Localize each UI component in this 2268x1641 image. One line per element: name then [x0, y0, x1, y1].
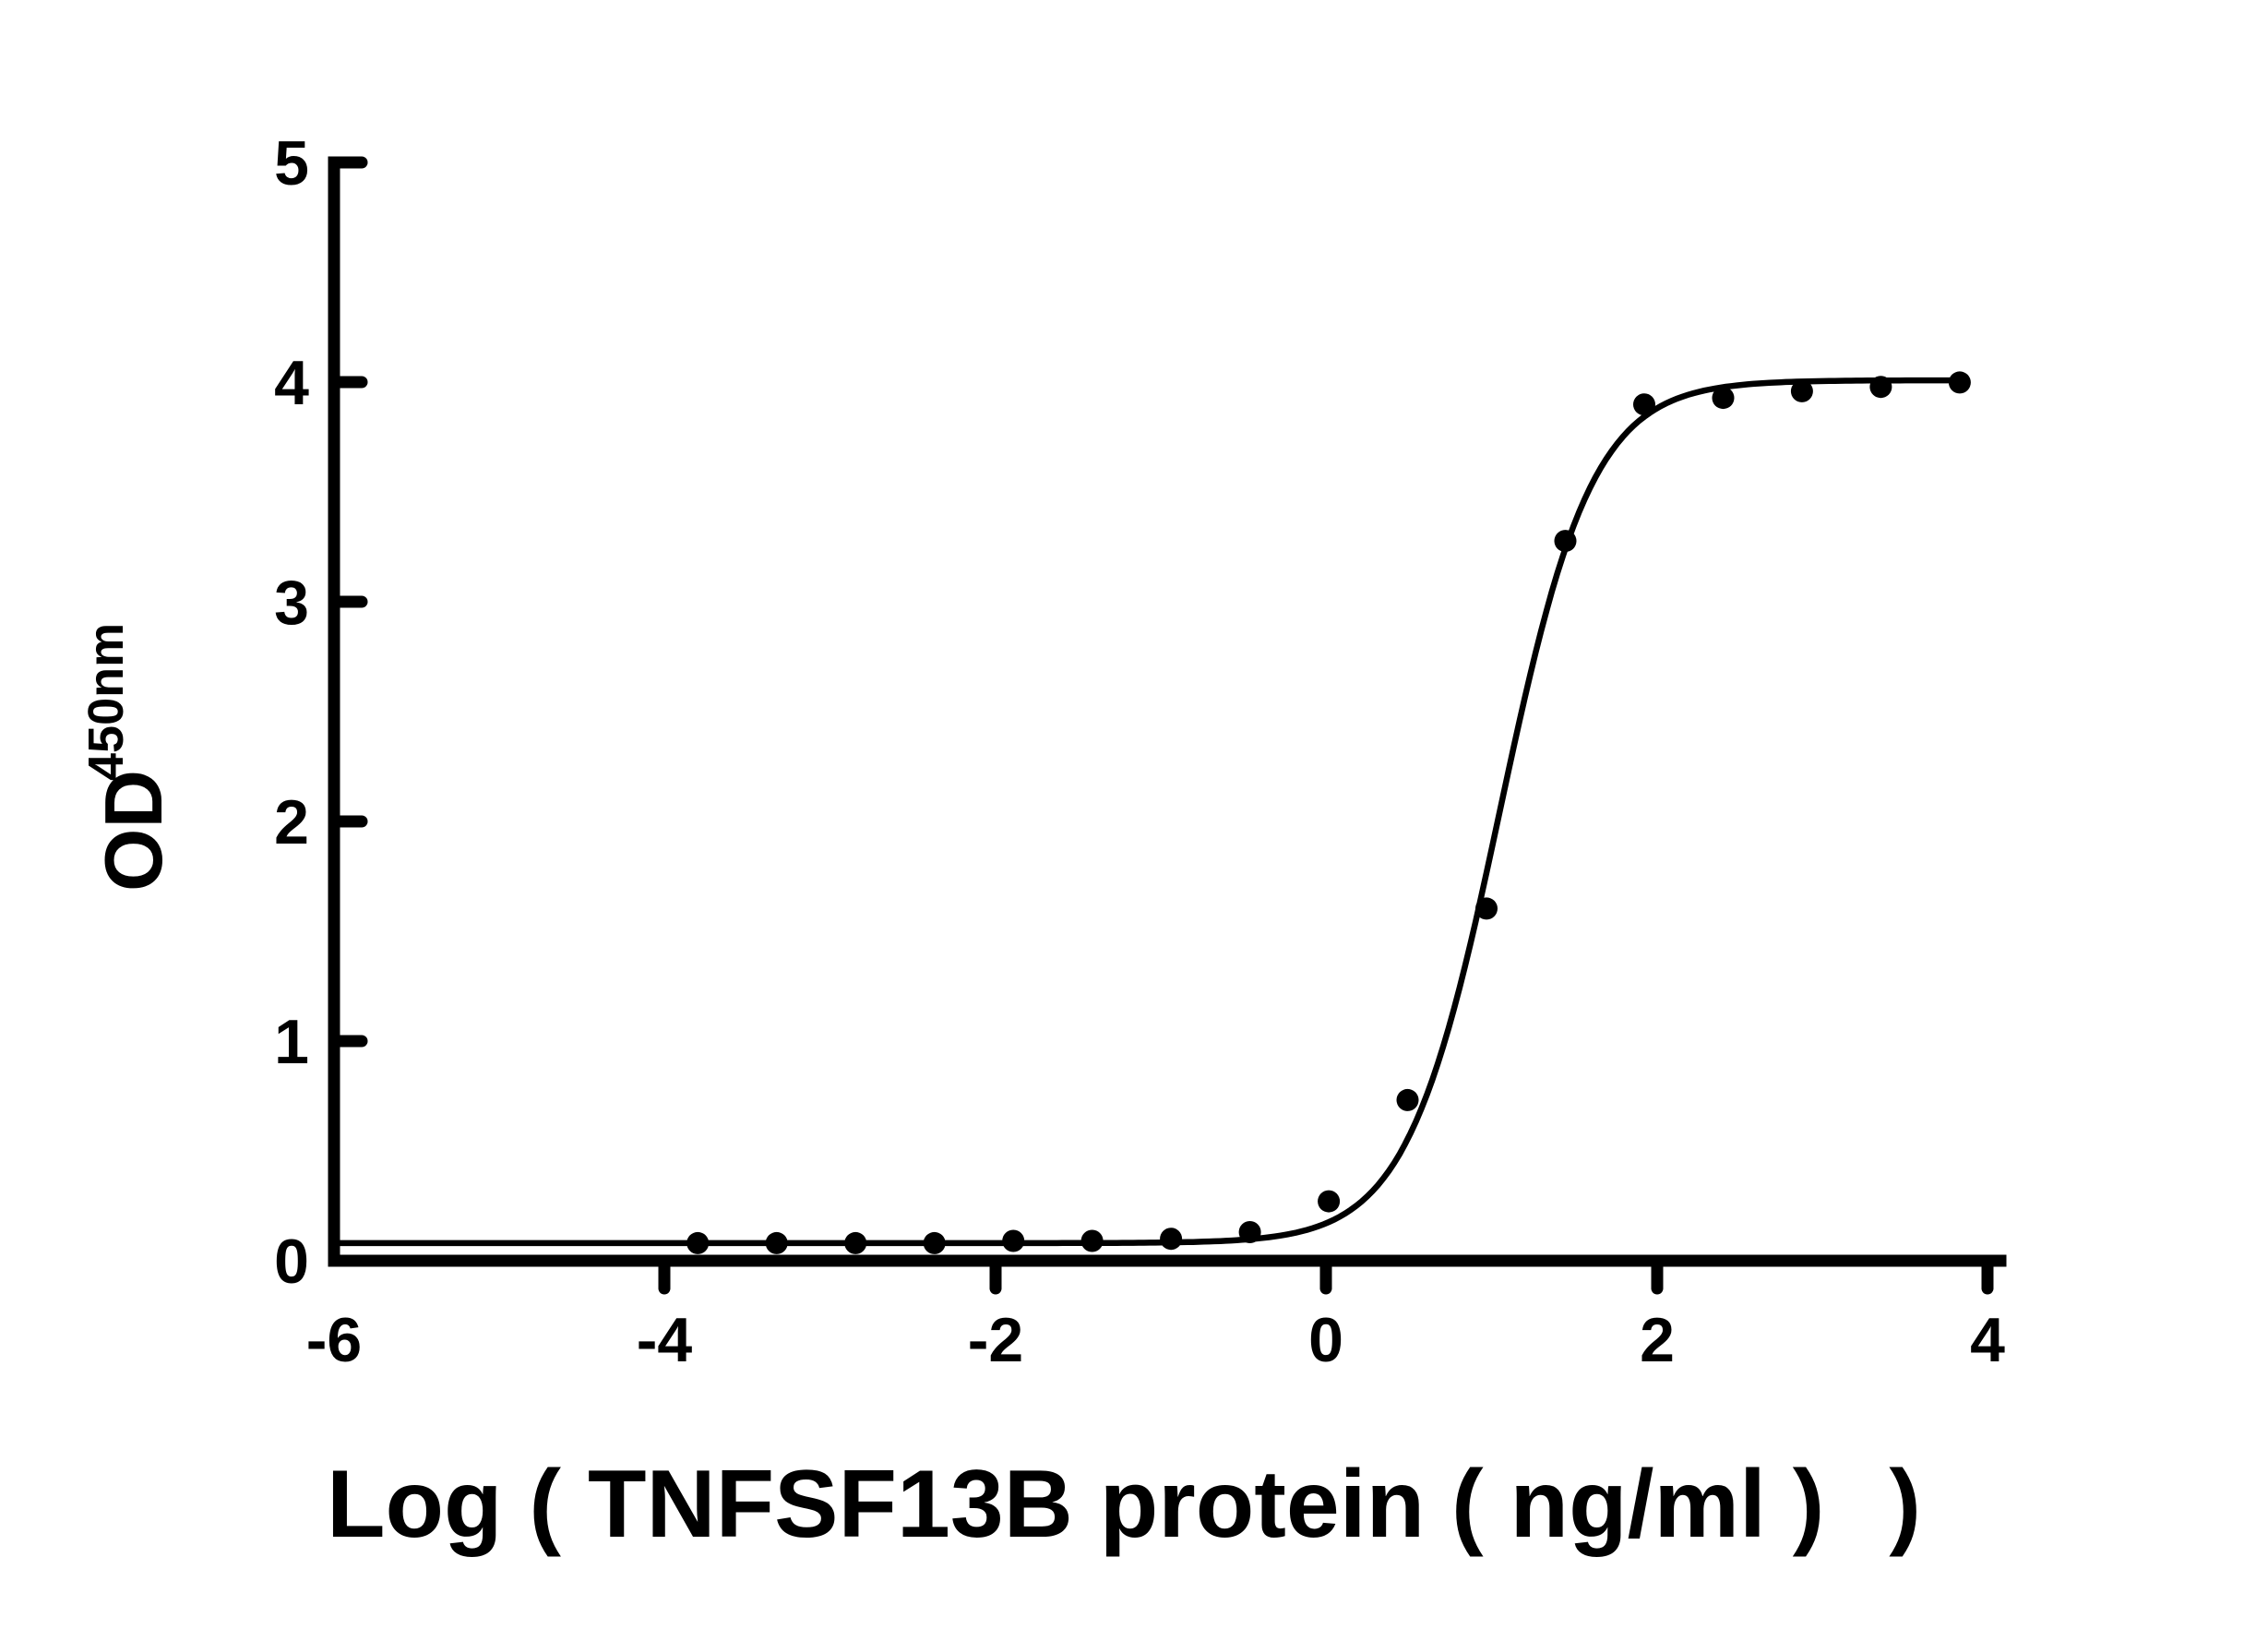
svg-text:4: 4 — [274, 348, 309, 418]
svg-text:-2: -2 — [968, 1305, 1023, 1375]
svg-text:Log ( TNFSF13B protein ( ng/ml: Log ( TNFSF13B protein ( ng/ml )) — [327, 1451, 1921, 1558]
svg-text:0: 0 — [274, 1227, 309, 1297]
svg-text:1: 1 — [274, 1007, 309, 1077]
svg-text:-6: -6 — [306, 1305, 362, 1375]
svg-text:3: 3 — [274, 568, 309, 638]
svg-text:450nm: 450nm — [78, 623, 134, 781]
svg-text:4: 4 — [1970, 1305, 2005, 1375]
svg-text:OD: OD — [88, 770, 179, 892]
svg-text:0: 0 — [1308, 1305, 1343, 1375]
svg-text:-4: -4 — [637, 1305, 693, 1375]
svg-text:2: 2 — [274, 787, 309, 857]
svg-text:2: 2 — [1640, 1305, 1675, 1375]
svg-text:5: 5 — [274, 128, 309, 198]
